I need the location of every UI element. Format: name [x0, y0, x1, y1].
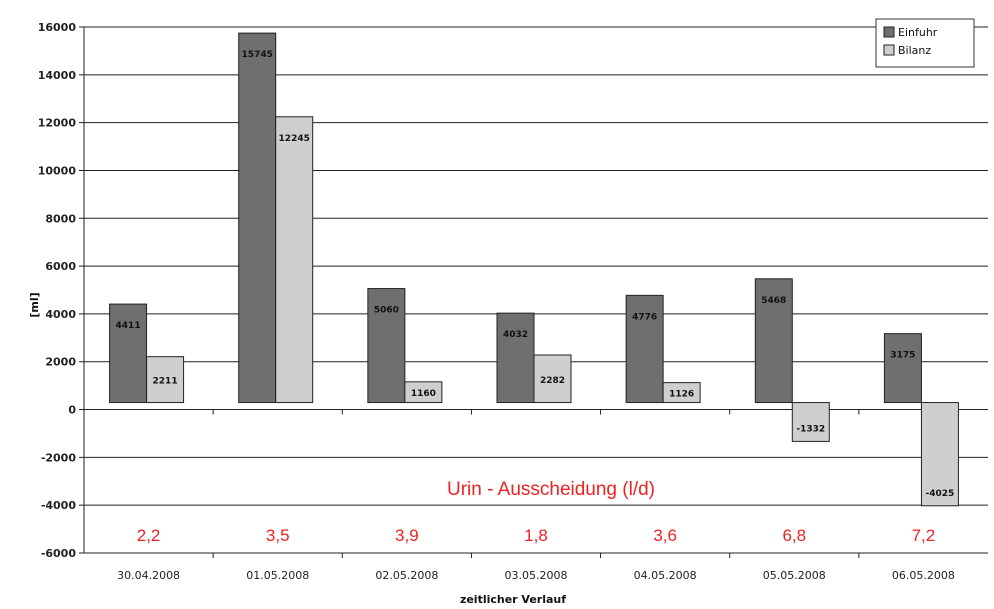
- y-tick-label: 0: [68, 404, 76, 417]
- y-tick-label: 8000: [45, 212, 76, 225]
- x-category-label: 01.05.2008: [246, 569, 309, 582]
- bar-einfuhr: [754, 278, 793, 404]
- y-tick-label: -6000: [41, 547, 77, 560]
- legend-swatch-einfuhr: [883, 26, 895, 38]
- bar-einfuhr: [238, 32, 277, 404]
- urine-excretion-value: 3,5: [266, 526, 290, 545]
- y-tick-label: 14000: [38, 69, 77, 82]
- x-category-label: 06.05.2008: [892, 569, 955, 582]
- urine-excretion-value: 6,8: [782, 526, 806, 545]
- bar-bilanz: [791, 402, 830, 442]
- x-category-label: 03.05.2008: [505, 569, 568, 582]
- data-label: 4411: [116, 321, 141, 331]
- y-tick-label: 2000: [45, 356, 76, 369]
- bar-bilanz: [662, 382, 701, 404]
- axes: [79, 26, 860, 558]
- x-axis-title: zeitlicher Verlauf: [460, 593, 566, 606]
- legend-label-bilanz: Bilanz: [898, 44, 931, 57]
- bar-einfuhr: [625, 294, 664, 404]
- bar-einfuhr: [109, 303, 148, 404]
- y-tick-label: 16000: [38, 21, 77, 34]
- bar-einfuhr: [496, 312, 535, 404]
- urine-excretion-value: 2,2: [137, 526, 161, 545]
- bars: [109, 32, 959, 507]
- y-axis-title: [ml]: [28, 292, 41, 317]
- data-label: 15745: [242, 50, 273, 60]
- labels: 16000 14000 12000 10000 8000 6000 4000 2000 0 -20…: [38, 21, 955, 582]
- bar-bilanz: [533, 354, 572, 404]
- data-label: 4032: [503, 330, 528, 340]
- data-label: 4776: [632, 312, 657, 322]
- data-label: 3175: [890, 351, 915, 361]
- data-label: 1160: [411, 389, 436, 399]
- data-label: -4025: [926, 489, 955, 499]
- data-label: 5060: [374, 306, 399, 316]
- y-tick-label: 10000: [38, 164, 77, 177]
- y-tick-label: -4000: [41, 499, 77, 512]
- bar-bilanz: [146, 356, 185, 404]
- urine-excretion-value: 1,8: [524, 526, 548, 545]
- urine-excretion-value: 7,2: [912, 526, 936, 545]
- bar-bilanz: [275, 116, 314, 404]
- x-category-label: 30.04.2008: [117, 569, 180, 582]
- data-label: 5468: [761, 296, 786, 306]
- data-label: -1332: [796, 424, 825, 434]
- y-tick-label: 4000: [45, 308, 76, 321]
- x-category-label: 05.05.2008: [763, 569, 826, 582]
- urine-excretion-value: 3,9: [395, 526, 419, 545]
- x-category-label: 02.05.2008: [375, 569, 438, 582]
- y-tick-label: 6000: [45, 260, 76, 273]
- data-label: 2211: [153, 377, 178, 387]
- gridlines: [84, 26, 988, 554]
- legend-swatch-bilanz: [883, 44, 895, 56]
- bar-einfuhr: [883, 333, 922, 404]
- urine-excretion-annotation: Urin - Ausscheidung (l/d): [447, 479, 655, 500]
- urine-excretion-value: 3,6: [653, 526, 677, 545]
- data-label: 12245: [279, 134, 310, 144]
- bar-bilanz: [920, 402, 959, 507]
- bar-bilanz: [404, 381, 443, 404]
- data-label: 1126: [669, 390, 694, 400]
- data-label: 2282: [540, 376, 565, 386]
- legend-label-einfuhr: Einfuhr: [898, 26, 938, 39]
- legend: Einfuhr Bilanz: [875, 18, 975, 68]
- x-category-label: 04.05.2008: [634, 569, 697, 582]
- bar-einfuhr: [367, 288, 406, 404]
- y-tick-label: 12000: [38, 117, 77, 130]
- y-tick-label: -2000: [41, 451, 77, 464]
